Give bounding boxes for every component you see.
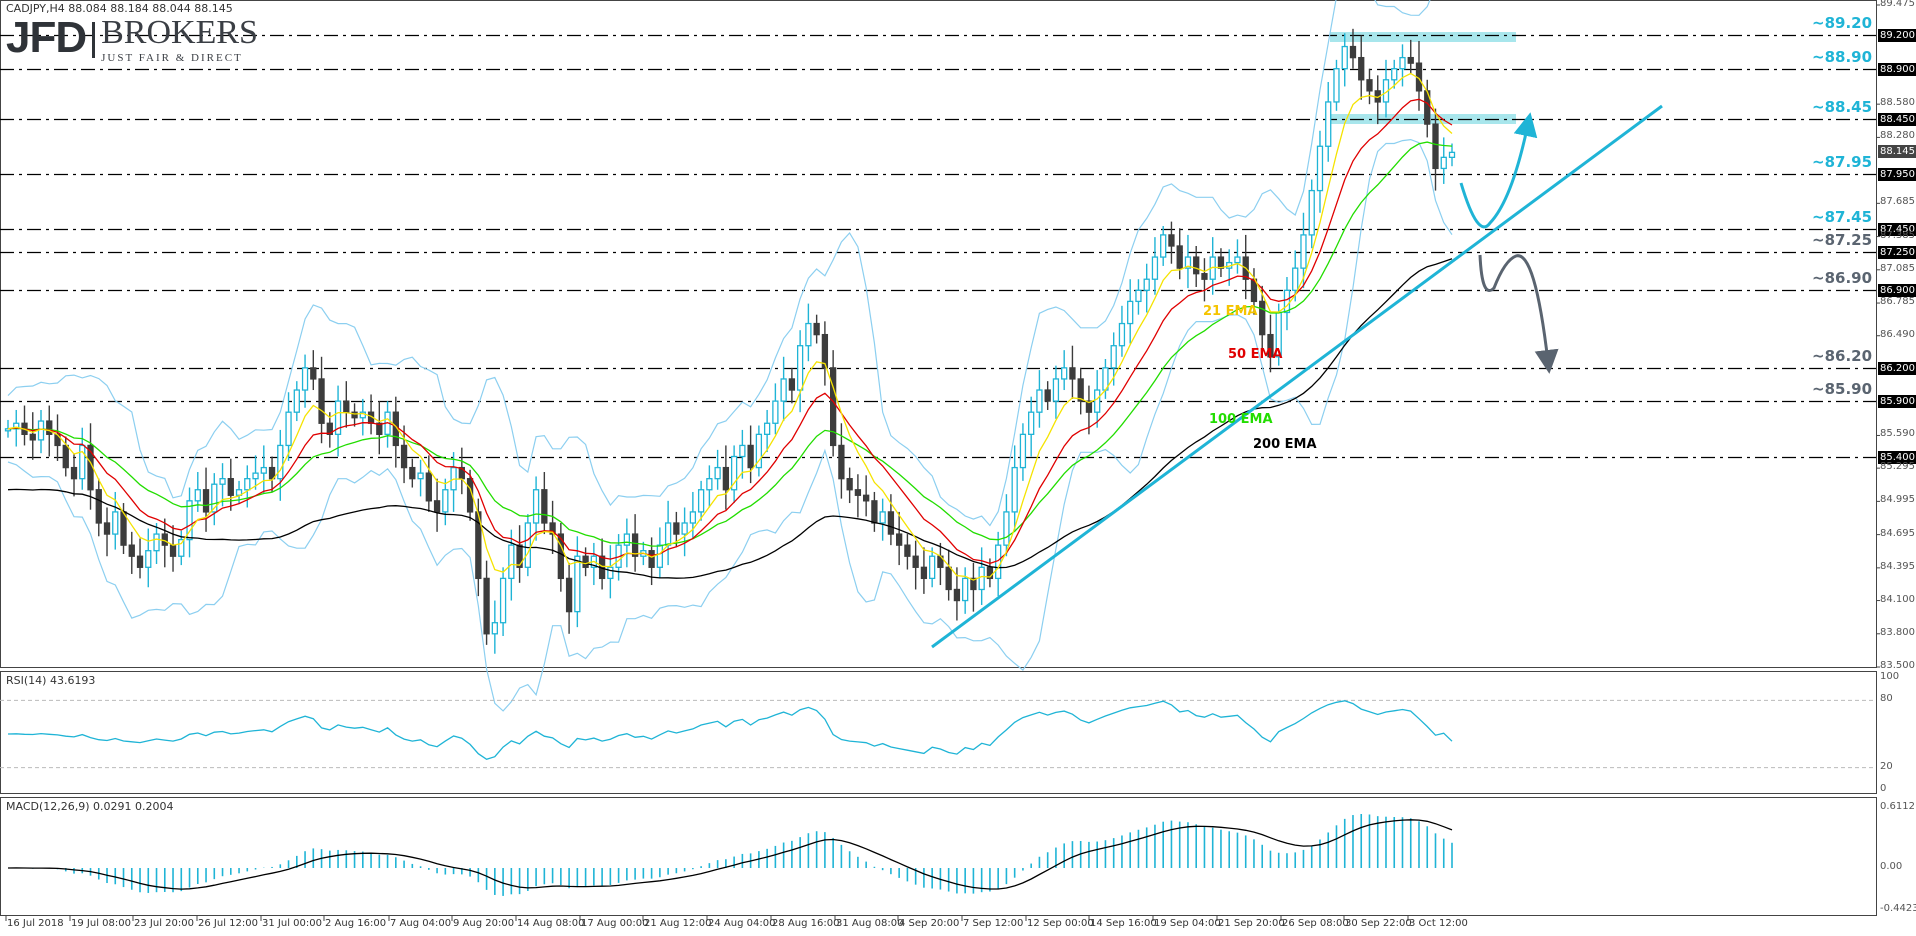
price-tag[interactable]: 87.250: [1878, 245, 1916, 259]
ema-200-line: [7, 258, 1453, 579]
price-axis-tick[interactable]: 84.995: [1880, 494, 1915, 506]
price-axis-tick[interactable]: 86.785: [1880, 296, 1915, 308]
bearish-scenario-arrow[interactable]: [1478, 254, 1559, 374]
date-axis-tick[interactable]: 14 Sep 16:00: [1090, 918, 1157, 929]
date-axis-tick[interactable]: 12 Sep 00:00: [1027, 918, 1094, 929]
current-price-tag[interactable]: 88.145: [1878, 145, 1916, 158]
uptrend-line[interactable]: [931, 104, 1663, 649]
price-axis-tick[interactable]: 89.475: [1880, 0, 1915, 9]
date-axis-tick[interactable]: 14 Aug 08:00: [517, 918, 585, 929]
level-label[interactable]: ~85.90: [1812, 379, 1873, 398]
date-axis-tick[interactable]: 23 Jul 20:00: [134, 918, 194, 929]
date-axis-tick[interactable]: 16 Jul 2018: [7, 918, 64, 929]
ema-21-line: [7, 72, 1453, 581]
date-axis-tick[interactable]: 26 Sep 08:00: [1282, 918, 1349, 929]
price-axis-tick[interactable]: 87.085: [1880, 262, 1915, 274]
ema-50-line: [7, 98, 1453, 565]
logo-jfd: JFD: [6, 13, 87, 62]
bollinger-lower: [7, 138, 1453, 712]
bollinger-upper: [7, 0, 1431, 527]
date-axis-tick[interactable]: 7 Sep 12:00: [963, 918, 1024, 929]
macd-axis-tick[interactable]: 0.6112: [1880, 801, 1915, 812]
ema-label[interactable]: 21 EMA: [1203, 304, 1258, 319]
price-axis-tick[interactable]: 84.100: [1880, 593, 1915, 605]
price-tag[interactable]: 87.950: [1878, 167, 1916, 181]
price-axis-tick[interactable]: 86.490: [1880, 328, 1915, 340]
macd-axis-tick[interactable]: 0.00: [1880, 861, 1903, 872]
date-axis-tick[interactable]: 9 Aug 20:00: [453, 918, 515, 929]
macd-axis-tick[interactable]: -0.4423: [1880, 903, 1916, 914]
logo-brand-block: BROKERS JUST FAIR & DIRECT: [101, 14, 258, 65]
price-axis-tick[interactable]: 88.280: [1880, 130, 1915, 142]
price-tag[interactable]: 88.450: [1878, 112, 1916, 126]
date-axis-tick[interactable]: 19 Jul 08:00: [71, 918, 131, 929]
main-pane-frame: [0, 0, 1877, 668]
candles: [4, 28, 1456, 654]
date-axis-tick[interactable]: 19 Sep 04:00: [1154, 918, 1221, 929]
date-axis-tick[interactable]: 30 Sep 22:00: [1345, 918, 1412, 929]
macd-title: MACD(12,26,9) 0.0291 0.2004: [6, 800, 174, 813]
date-axis-tick[interactable]: 7 Aug 04:00: [390, 918, 452, 929]
price-axis-tick[interactable]: 83.500: [1880, 660, 1915, 672]
price-tag[interactable]: 86.900: [1878, 283, 1916, 297]
ema-100-line: [7, 141, 1453, 547]
price-axis-tick[interactable]: 84.395: [1880, 560, 1915, 572]
price-axis-tick[interactable]: 87.685: [1880, 196, 1915, 208]
ema-label[interactable]: 200 EMA: [1253, 437, 1317, 452]
date-axis-tick[interactable]: 21 Aug 12:00: [644, 918, 712, 929]
level-label[interactable]: ~89.20: [1812, 13, 1873, 32]
level-label[interactable]: ~87.45: [1812, 207, 1873, 226]
macd-signal-line: [7, 819, 1453, 890]
logo-brokers: BROKERS: [101, 14, 258, 51]
macd-pane-frame: [0, 797, 1877, 916]
date-axis-tick[interactable]: 21 Sep 20:00: [1218, 918, 1285, 929]
price-axis-tick[interactable]: 85.590: [1880, 428, 1915, 440]
date-axis-tick[interactable]: 2 Aug 16:00: [325, 918, 387, 929]
price-tag[interactable]: 89.200: [1878, 28, 1916, 42]
level-label[interactable]: ~88.90: [1812, 47, 1873, 66]
level-label[interactable]: ~87.95: [1812, 152, 1873, 171]
rsi-axis-tick[interactable]: 0: [1880, 783, 1887, 794]
resistance-zone-89-20: [1330, 32, 1516, 42]
price-tag[interactable]: 88.900: [1878, 62, 1916, 76]
rsi-pane-frame: [0, 671, 1877, 794]
price-tag[interactable]: 87.450: [1878, 222, 1916, 236]
date-axis-tick[interactable]: 24 Aug 04:00: [708, 918, 776, 929]
rsi-line: [7, 700, 1453, 761]
price-axis-tick[interactable]: 83.800: [1880, 626, 1915, 638]
logo-separator: [92, 22, 96, 58]
level-label[interactable]: ~86.90: [1812, 268, 1873, 287]
symbol-ohlc-line: CADJPY,H4 88.084 88.184 88.044 88.145: [6, 2, 233, 15]
ema-label[interactable]: 50 EMA: [1228, 347, 1283, 362]
date-axis-tick[interactable]: 4 Sep 20:00: [899, 918, 960, 929]
price-tag[interactable]: 85.900: [1878, 394, 1916, 408]
bullish-scenario-arrow[interactable]: [1459, 112, 1538, 229]
logo-tagline: JUST FAIR & DIRECT: [101, 52, 243, 64]
price-axis-tick[interactable]: 84.695: [1880, 527, 1915, 539]
date-axis-tick[interactable]: 31 Aug 08:00: [836, 918, 904, 929]
rsi-title: RSI(14) 43.6193: [6, 674, 96, 687]
level-label[interactable]: ~87.25: [1812, 230, 1873, 249]
jfd-brokers-logo: JFD BROKERS JUST FAIR & DIRECT: [6, 13, 258, 65]
price-axis-tick[interactable]: 87.385: [1880, 229, 1915, 241]
date-axis-tick[interactable]: 17 Aug 00:00: [581, 918, 649, 929]
rsi-axis-tick[interactable]: 80: [1880, 693, 1893, 705]
rsi-axis-tick[interactable]: 20: [1880, 760, 1893, 772]
price-axis-tick[interactable]: 85.295: [1880, 461, 1915, 473]
date-axis-tick[interactable]: 26 Jul 12:00: [198, 918, 258, 929]
rsi-axis-tick[interactable]: 100: [1880, 671, 1900, 682]
level-label[interactable]: ~86.20: [1812, 346, 1873, 365]
date-axis-tick[interactable]: 28 Aug 16:00: [772, 918, 840, 929]
date-axis-tick[interactable]: 31 Jul 00:00: [262, 918, 322, 929]
price-tag[interactable]: 86.200: [1878, 361, 1916, 375]
price-tag[interactable]: 85.400: [1878, 450, 1916, 464]
ema-label[interactable]: 100 EMA: [1209, 412, 1273, 427]
level-label[interactable]: ~88.45: [1812, 97, 1873, 116]
date-axis-tick[interactable]: 3 Oct 12:00: [1409, 918, 1468, 929]
price-axis-tick[interactable]: 88.580: [1880, 97, 1915, 109]
